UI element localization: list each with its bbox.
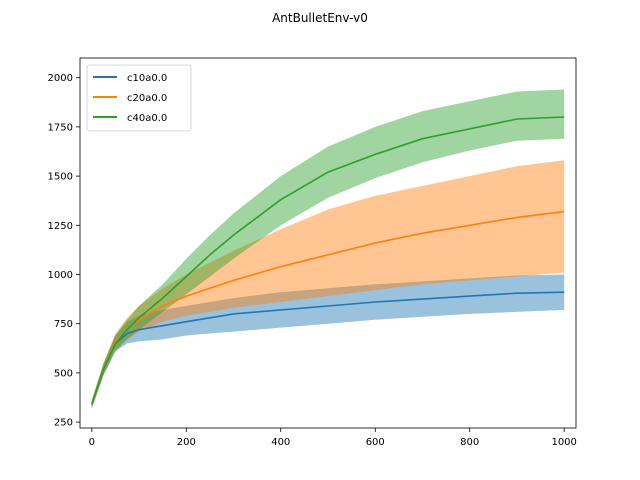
- y-tick-label-4: 1000: [48, 270, 73, 281]
- legend-label-1: c10a0.0: [127, 73, 167, 84]
- x-tick-label-5: 800: [460, 437, 479, 448]
- legend-label-3: c40a0.0: [127, 113, 167, 124]
- series-line-1: [91, 291, 565, 405]
- legend-label-2: c20a0.0: [127, 93, 167, 104]
- y-tick-label-5: 1250: [48, 221, 73, 232]
- y-tick-label-3: 750: [54, 319, 73, 330]
- plot-frame: [79, 57, 577, 429]
- y-axis: 250 500 750 1000 1250 1500 1750 2000: [48, 73, 80, 429]
- legend-box: [86, 64, 192, 132]
- y-tick-label-8: 2000: [48, 73, 73, 84]
- y-tick-label-6: 1500: [48, 172, 73, 183]
- series-band-3: [91, 89, 565, 409]
- y-tick-label-2: 500: [54, 368, 73, 379]
- y-tick-label-1: 250: [54, 418, 73, 429]
- x-axis: 0 200 400 600 800 1000: [89, 428, 577, 448]
- series-line-3: [91, 116, 565, 405]
- series-lines: [91, 116, 565, 405]
- series-band-1: [91, 274, 565, 409]
- chart-title: AntBulletEnv-v0: [272, 11, 368, 25]
- x-tick-label-6: 1000: [551, 437, 576, 448]
- legend: c10a0.0 c20a0.0 c40a0.0: [86, 64, 192, 132]
- series-band-2: [91, 160, 565, 409]
- x-tick-label-4: 600: [366, 437, 385, 448]
- x-tick-label-2: 200: [177, 437, 196, 448]
- y-tick-label-7: 1750: [48, 122, 73, 133]
- x-tick-label-1: 0: [89, 437, 95, 448]
- x-tick-label-3: 400: [271, 437, 290, 448]
- confidence-bands: [91, 89, 565, 409]
